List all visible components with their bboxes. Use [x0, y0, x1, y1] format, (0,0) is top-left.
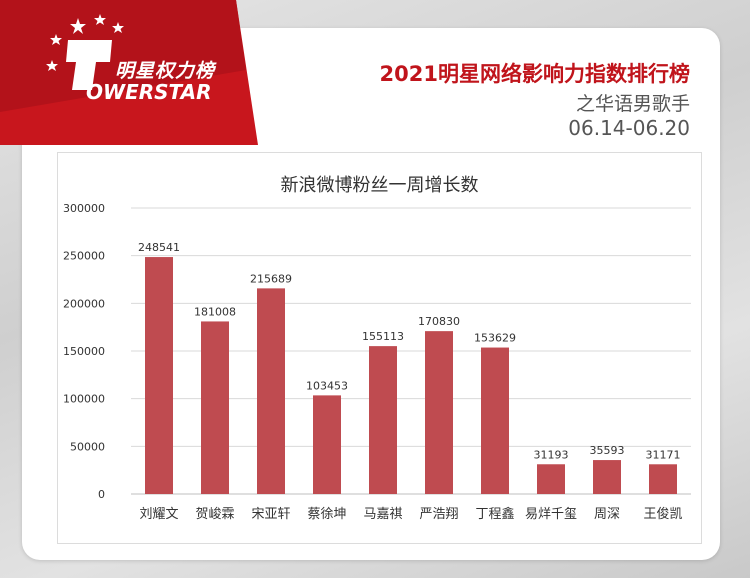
- bar: [593, 460, 621, 494]
- y-tick-label: 50000: [70, 440, 105, 453]
- page-title: 2021明星网络影响力指数排行榜: [379, 62, 690, 86]
- brand-logo: 明星权力榜 OWERSTAR: [0, 0, 258, 145]
- bar-chart: 0 50000 100000 150000 200000 250000 300000 2485…: [63, 202, 691, 522]
- bar: [313, 395, 341, 494]
- x-tick-label: 易烊千玺: [525, 507, 577, 522]
- data-label: 155113: [362, 330, 404, 343]
- x-tick-label: 马嘉祺: [363, 507, 402, 522]
- x-tick-label: 王俊凯: [643, 507, 682, 522]
- data-label: 153629: [474, 332, 516, 345]
- bar: [649, 464, 677, 494]
- data-label: 103453: [306, 379, 348, 392]
- data-label: 31171: [646, 448, 681, 461]
- data-label: 31193: [534, 448, 569, 461]
- bar: [257, 288, 285, 494]
- data-label: 248541: [138, 241, 180, 254]
- y-tick-label: 250000: [63, 250, 105, 263]
- data-label: 35593: [590, 444, 625, 457]
- y-tick-label: 0: [98, 488, 105, 501]
- x-tick-label: 严浩翔: [419, 507, 458, 522]
- y-tick-label: 300000: [63, 202, 105, 215]
- x-tick-label: 宋亚轩: [251, 507, 290, 522]
- logo-text-en: OWERSTAR: [86, 80, 212, 104]
- bar: [369, 346, 397, 494]
- data-label: 181008: [194, 305, 236, 318]
- logo-text-cn: 明星权力榜: [115, 60, 216, 82]
- bar: [481, 347, 509, 494]
- y-tick-label: 100000: [63, 393, 105, 406]
- data-label: 215689: [250, 272, 292, 285]
- x-tick-label: 贺峻霖: [195, 506, 234, 522]
- x-tick-label: 刘耀文: [139, 507, 178, 522]
- bar: [201, 321, 229, 494]
- x-tick-label: 丁程鑫: [475, 506, 514, 522]
- data-label: 170830: [418, 315, 460, 328]
- bar: [145, 257, 173, 494]
- date-range: 06.14-06.20: [568, 116, 690, 140]
- y-tick-label: 150000: [63, 345, 105, 358]
- bar: [537, 464, 565, 494]
- chart-panel: 新浪微博粉丝一周增长数 0 50000 100000 150000 200000 2500…: [57, 152, 702, 544]
- logo-shape-icon: [0, 0, 258, 145]
- y-tick-label: 200000: [63, 297, 105, 310]
- chart-title: 新浪微博粉丝一周增长数: [280, 175, 479, 196]
- page-subtitle: 之华语男歌手: [575, 93, 690, 115]
- bar: [425, 331, 453, 494]
- x-tick-label: 周深: [594, 507, 620, 522]
- x-tick-label: 蔡徐坤: [307, 507, 346, 522]
